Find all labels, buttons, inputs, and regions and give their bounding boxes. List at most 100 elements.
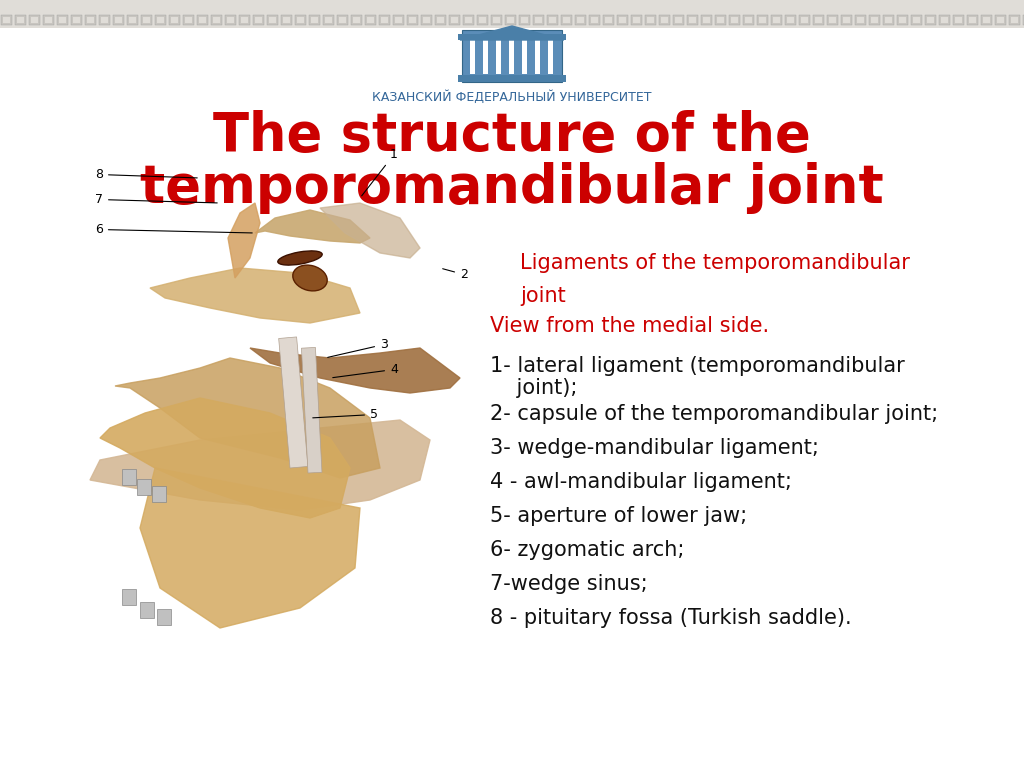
Bar bbox=[479, 17, 486, 23]
Bar bbox=[591, 17, 598, 23]
Bar bbox=[899, 17, 906, 23]
Bar bbox=[869, 15, 880, 25]
Bar bbox=[143, 17, 150, 23]
Text: 4 - awl-mandibular ligament;: 4 - awl-mandibular ligament; bbox=[490, 472, 792, 492]
Bar bbox=[773, 17, 780, 23]
Bar bbox=[843, 17, 850, 23]
Bar bbox=[437, 17, 444, 23]
Bar bbox=[941, 17, 948, 23]
Bar bbox=[29, 15, 40, 25]
Bar bbox=[367, 17, 374, 23]
Bar bbox=[883, 15, 894, 25]
Bar bbox=[451, 17, 458, 23]
Bar bbox=[395, 17, 402, 23]
Bar bbox=[462, 30, 562, 82]
Bar bbox=[689, 17, 696, 23]
Bar bbox=[421, 15, 432, 25]
Bar bbox=[743, 15, 754, 25]
Bar bbox=[309, 15, 319, 25]
Bar bbox=[137, 479, 151, 495]
Text: КАЗАНСКИЙ ФЕДЕРАЛЬНЫЙ УНИВЕРСИТЕТ: КАЗАНСКИЙ ФЕДЕРАЛЬНЫЙ УНИВЕРСИТЕТ bbox=[373, 90, 651, 104]
Bar bbox=[659, 15, 670, 25]
Bar bbox=[813, 15, 824, 25]
Bar bbox=[787, 17, 794, 23]
Bar bbox=[169, 15, 180, 25]
Text: 3: 3 bbox=[328, 338, 388, 357]
Bar bbox=[855, 15, 866, 25]
Bar bbox=[535, 40, 540, 74]
Text: 7-wedge sinus;: 7-wedge sinus; bbox=[490, 574, 647, 594]
Bar bbox=[141, 15, 152, 25]
Bar bbox=[122, 469, 136, 485]
Bar bbox=[337, 15, 348, 25]
Bar bbox=[715, 15, 726, 25]
Bar bbox=[211, 15, 222, 25]
Text: 5: 5 bbox=[312, 408, 378, 421]
Polygon shape bbox=[150, 268, 360, 323]
Bar bbox=[115, 17, 122, 23]
Bar bbox=[365, 15, 376, 25]
Bar bbox=[521, 17, 528, 23]
Bar bbox=[841, 15, 852, 25]
Text: temporomandibular joint: temporomandibular joint bbox=[140, 162, 884, 214]
Bar bbox=[955, 17, 962, 23]
Bar bbox=[449, 15, 460, 25]
Bar bbox=[490, 15, 502, 25]
Bar bbox=[701, 15, 712, 25]
Text: View from the medial side.: View from the medial side. bbox=[490, 316, 769, 336]
Text: joint);: joint); bbox=[490, 378, 578, 398]
Text: 8: 8 bbox=[95, 168, 198, 181]
Bar bbox=[633, 17, 640, 23]
Bar bbox=[785, 15, 796, 25]
Bar bbox=[152, 486, 166, 502]
Bar bbox=[470, 40, 475, 74]
Bar bbox=[183, 15, 194, 25]
Bar bbox=[519, 15, 530, 25]
Text: joint: joint bbox=[520, 286, 565, 306]
Bar bbox=[185, 17, 193, 23]
Bar bbox=[140, 602, 154, 618]
Text: 1- lateral ligament (temporomandibular: 1- lateral ligament (temporomandibular bbox=[490, 356, 905, 376]
Bar bbox=[687, 15, 698, 25]
Bar bbox=[799, 15, 810, 25]
Bar bbox=[953, 15, 964, 25]
Bar bbox=[281, 15, 292, 25]
Bar bbox=[73, 17, 80, 23]
Text: 4: 4 bbox=[333, 363, 398, 378]
Bar bbox=[85, 15, 96, 25]
Polygon shape bbox=[460, 26, 564, 40]
Bar bbox=[381, 17, 388, 23]
Bar bbox=[605, 17, 612, 23]
Bar bbox=[267, 15, 278, 25]
Bar bbox=[255, 17, 262, 23]
Bar bbox=[339, 17, 346, 23]
Bar bbox=[435, 15, 446, 25]
Bar bbox=[827, 15, 838, 25]
Bar bbox=[522, 40, 527, 74]
Bar bbox=[311, 17, 318, 23]
Bar bbox=[829, 17, 836, 23]
Bar bbox=[458, 34, 566, 40]
Bar bbox=[815, 17, 822, 23]
Bar bbox=[911, 15, 922, 25]
Bar bbox=[269, 17, 276, 23]
Bar bbox=[477, 15, 488, 25]
Bar bbox=[731, 17, 738, 23]
Polygon shape bbox=[228, 203, 260, 278]
Bar bbox=[496, 40, 501, 74]
Bar bbox=[157, 17, 164, 23]
Polygon shape bbox=[115, 358, 380, 478]
Polygon shape bbox=[250, 348, 460, 393]
Bar bbox=[227, 17, 234, 23]
Bar bbox=[675, 17, 682, 23]
Bar bbox=[717, 17, 724, 23]
Text: 6: 6 bbox=[95, 223, 252, 236]
Bar bbox=[57, 15, 68, 25]
Bar bbox=[1011, 17, 1018, 23]
Bar bbox=[617, 15, 628, 25]
Bar bbox=[225, 15, 236, 25]
Bar bbox=[129, 17, 136, 23]
Bar bbox=[157, 609, 171, 625]
Bar bbox=[967, 15, 978, 25]
Bar bbox=[647, 17, 654, 23]
